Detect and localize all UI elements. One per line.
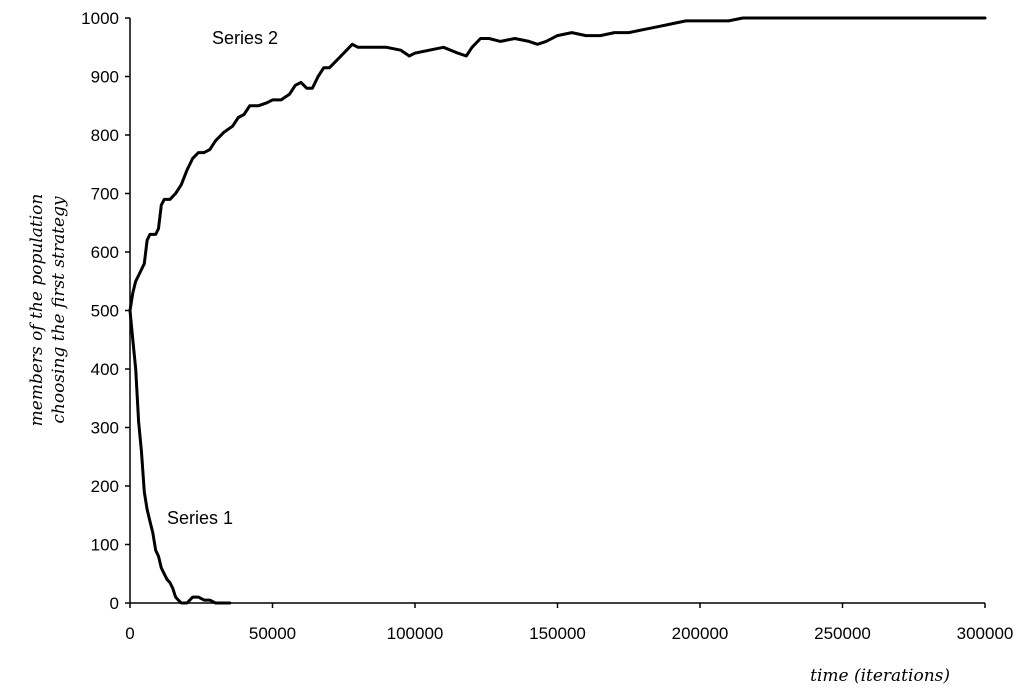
x-tick-label: 250000	[814, 624, 871, 643]
y-tick-label: 600	[91, 243, 119, 262]
y-tick-label: 0	[110, 594, 119, 613]
x-axis-title: time (iterations)	[810, 666, 950, 686]
y-axis-ticks: 0 100 200 300 400 500 600 700 800 900 1000	[81, 9, 130, 613]
y-tick-label: 900	[91, 68, 119, 87]
x-tick-label: 150000	[529, 624, 586, 643]
x-tick-label: 50000	[249, 624, 296, 643]
y-tick-label: 200	[91, 477, 119, 496]
x-tick-label: 200000	[672, 624, 729, 643]
series-2-label: Series 2	[212, 28, 278, 48]
y-tick-label: 300	[91, 419, 119, 438]
x-tick-label: 0	[125, 624, 134, 643]
x-axis-ticks: 0 50000 100000 150000 200000 250000 300000	[125, 603, 1013, 643]
y-tick-label: 400	[91, 360, 119, 379]
series-lines	[128, 16, 987, 605]
x-tick-label: 300000	[957, 624, 1014, 643]
series-1-line	[128, 309, 232, 605]
y-tick-label: 800	[91, 126, 119, 145]
y-axis-title-line-2: choosing the first strategy	[49, 196, 69, 424]
series-1-label: Series 1	[167, 508, 233, 528]
y-tick-label: 1000	[81, 9, 119, 28]
series-2-line	[128, 16, 987, 312]
y-axis-title-line-1: members of the population	[27, 194, 47, 427]
x-tick-label: 100000	[387, 624, 444, 643]
y-tick-label: 500	[91, 302, 119, 321]
y-tick-label: 700	[91, 185, 119, 204]
y-tick-label: 100	[91, 536, 119, 555]
